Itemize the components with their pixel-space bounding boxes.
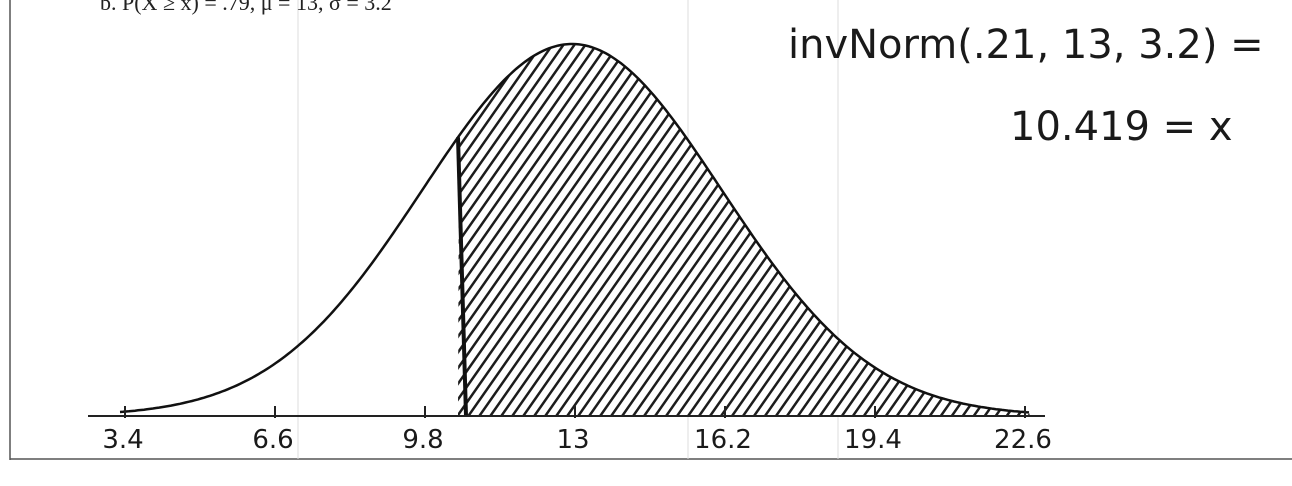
- axis-label: 19.4: [844, 425, 902, 455]
- handwritten-work: invNorm(.21, 13, 3.2) =: [788, 22, 1264, 68]
- handwritten-answer: 10.419 = x: [1010, 104, 1233, 150]
- axis-label: 3.4: [102, 425, 143, 455]
- axis-label: 13: [556, 425, 589, 455]
- normal-curve: [119, 42, 1030, 417]
- axis-label: 6.6: [252, 425, 293, 455]
- axis-label: 16.2: [694, 425, 752, 455]
- cutoff-line: [456, 137, 468, 417]
- curve-line: [119, 42, 1030, 414]
- problem-text: b. P(X ≥ x) = .79, μ = 13, σ = 3.2: [100, 0, 392, 15]
- axis-label: 9.8: [402, 425, 443, 455]
- shaded-region: [458, 44, 1030, 416]
- axis-label: 22.6: [994, 425, 1052, 455]
- axis: 3.4 6.6 9.8 13 16.2 19.4 22.6: [102, 406, 1052, 455]
